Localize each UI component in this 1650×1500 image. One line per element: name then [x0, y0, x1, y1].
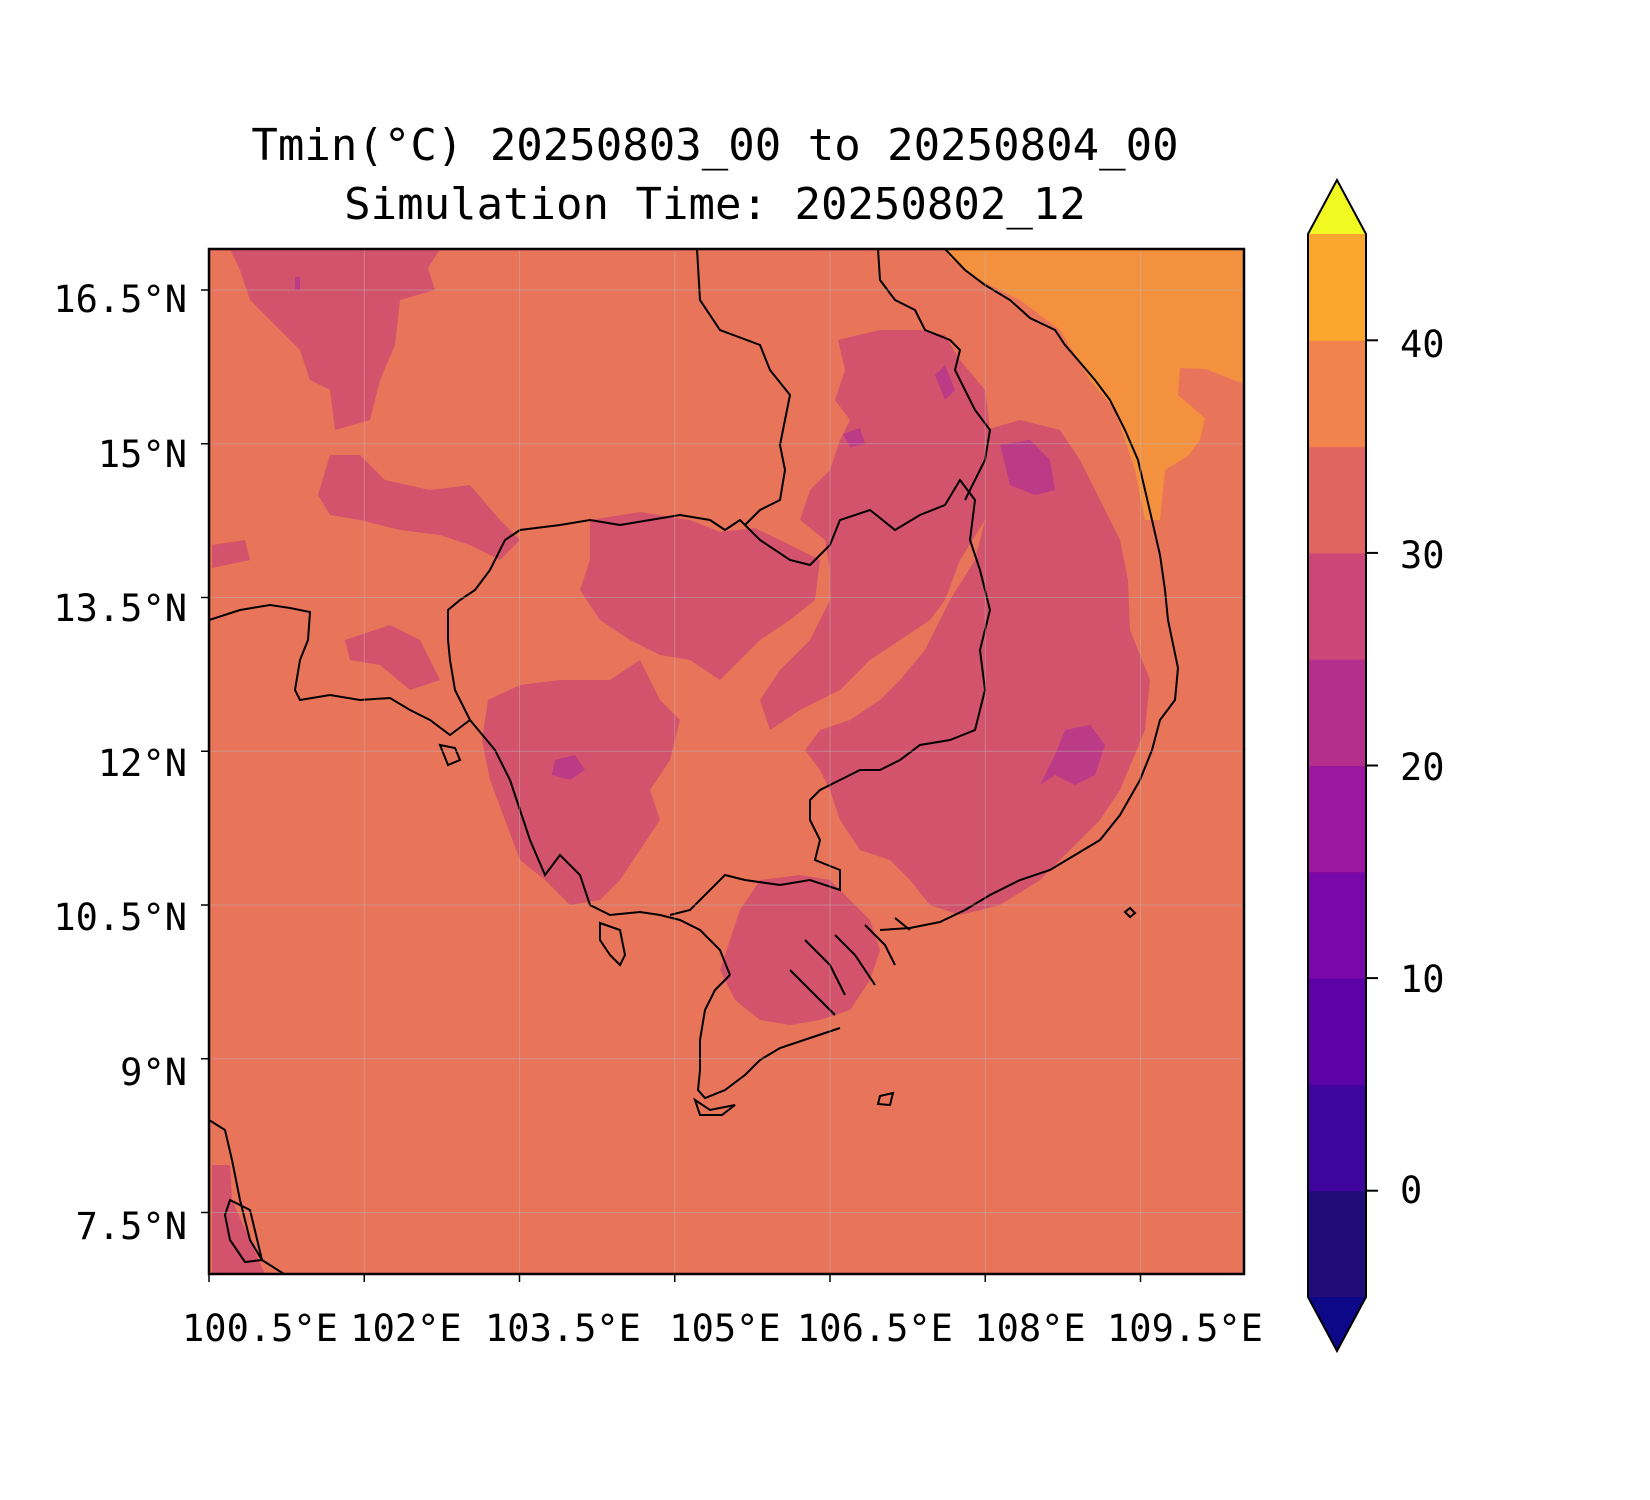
lat-label-15: 15°N	[97, 433, 187, 476]
colorbar-segment	[1308, 1190, 1366, 1298]
map-title-line1: Tmin(°C) 20250803_00 to 20250804_00	[251, 120, 1179, 171]
colorbar-segment	[1308, 340, 1366, 448]
coolest-contour-regions	[295, 277, 1105, 785]
colorbar-segment	[1308, 552, 1366, 660]
colorbar-segment	[1308, 978, 1366, 1085]
lat-label-7-5: 7.5°N	[75, 1205, 187, 1248]
colorbar-tick-marks	[1366, 339, 1378, 1192]
map-field	[209, 249, 1244, 1274]
lon-label-103-5: 103.5°E	[485, 1307, 641, 1350]
colorbar-label-10: 10	[1400, 958, 1445, 1001]
colorbar-label-20: 20	[1400, 746, 1445, 789]
colorbar-segment	[1308, 871, 1366, 979]
colorbar-segment	[1308, 765, 1366, 873]
lat-label-12: 12°N	[97, 742, 187, 785]
warm-contour-region	[945, 249, 1244, 520]
gridlines	[209, 249, 1244, 1274]
map-title-line2: Simulation Time: 20250802_12	[344, 179, 1086, 230]
colorbar-outline	[1307, 177, 1367, 1354]
lat-label-10-5: 10.5°N	[53, 896, 187, 939]
lon-label-100-5: 100.5°E	[182, 1307, 338, 1350]
lon-tick-marks	[208, 1274, 1142, 1282]
colorbar-segment	[1308, 234, 1366, 341]
colorbar-label-30: 30	[1400, 534, 1445, 577]
cool-contour-regions	[212, 249, 1150, 1274]
colorbar-label-40: 40	[1400, 323, 1445, 366]
lon-label-108: 108°E	[974, 1307, 1086, 1350]
lat-label-13-5: 13.5°N	[53, 587, 187, 630]
lon-label-106-5: 106.5°E	[797, 1307, 953, 1350]
lon-label-102: 102°E	[350, 1307, 462, 1350]
lat-tick-marks	[201, 289, 209, 1214]
lat-label-16-5: 16.5°N	[53, 278, 187, 321]
lon-label-109-5: 109.5°E	[1107, 1307, 1263, 1350]
colorbar-over-arrow	[1308, 180, 1366, 234]
colorbar-label-0: 0	[1400, 1169, 1423, 1212]
map-frame	[207, 247, 1246, 1276]
colorbar-segment	[1308, 1084, 1366, 1192]
colorbar-segment	[1308, 659, 1366, 766]
colorbar-under-arrow	[1308, 1297, 1366, 1351]
lat-label-9: 9°N	[120, 1051, 187, 1094]
colorbar	[1307, 177, 1378, 1354]
lon-label-105: 105°E	[669, 1307, 781, 1350]
colorbar-segment	[1308, 446, 1366, 554]
coastlines-and-borders	[209, 249, 1180, 1274]
